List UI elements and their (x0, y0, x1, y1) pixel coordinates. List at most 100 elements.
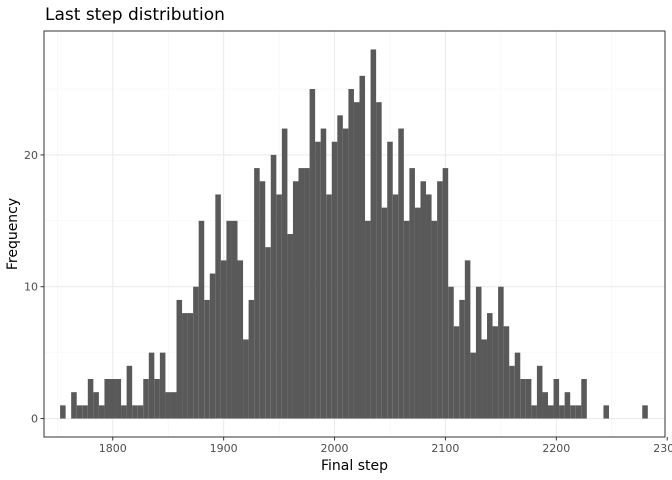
histogram-bar (359, 75, 366, 419)
histogram-bar (259, 181, 266, 419)
histogram-bar (126, 365, 133, 419)
x-tick-label: 1900 (210, 442, 238, 455)
histogram-bar (132, 405, 138, 419)
histogram-bar (603, 405, 609, 419)
histogram-bar (254, 168, 260, 419)
histogram-bar (231, 220, 238, 419)
histogram-bar (170, 392, 177, 419)
histogram-bar (220, 260, 227, 419)
histogram-bar (642, 405, 648, 419)
histogram-bar (365, 220, 371, 419)
histogram-bar (154, 379, 160, 419)
histogram-bar (287, 234, 293, 419)
histogram-bar (464, 260, 471, 419)
histogram-bar (270, 154, 277, 419)
histogram-bar (248, 299, 255, 419)
histogram-bar (165, 392, 171, 419)
histogram-bar (437, 181, 443, 419)
histogram-bar (481, 339, 488, 419)
histogram-bar (265, 247, 271, 419)
histogram-bar (353, 102, 360, 419)
histogram-bar (326, 194, 332, 419)
histogram-bar (509, 365, 515, 419)
histogram-bar (292, 181, 299, 419)
histogram-bar (193, 286, 199, 419)
x-axis-title: Final step (321, 458, 388, 474)
histogram-bar (82, 405, 88, 419)
histogram-bar (531, 405, 537, 419)
histogram-bar (143, 379, 149, 419)
histogram-bar (403, 220, 410, 419)
histogram-bar (525, 379, 532, 419)
histogram-bar (121, 405, 127, 419)
histogram-bar (243, 339, 249, 419)
histogram-bar (559, 405, 565, 419)
chart-title: Last step distribution (45, 5, 225, 25)
histogram-bar (392, 194, 399, 419)
histogram-bar (215, 194, 221, 419)
histogram-bar (331, 141, 338, 419)
histogram-bar (176, 299, 183, 419)
histogram-bar (570, 405, 576, 419)
histogram-bar (87, 379, 94, 419)
histogram-bar (281, 128, 288, 419)
histogram-bar (137, 405, 144, 419)
x-tick-label: 1800 (99, 442, 127, 455)
histogram-bar (304, 168, 310, 419)
histogram-bar (109, 379, 116, 419)
histogram-bar (575, 405, 582, 419)
histogram-bar (487, 313, 493, 419)
histogram-bar (453, 326, 460, 419)
y-axis-ticks: 0 10 20 (24, 149, 44, 426)
histogram-bar (237, 260, 244, 419)
histogram-bar (337, 115, 343, 419)
histogram-bar (159, 352, 166, 419)
histogram-bar (426, 194, 432, 419)
histogram-bar (187, 313, 194, 419)
histogram-bar (348, 89, 354, 419)
histogram-bar (76, 405, 83, 419)
histogram-bar (209, 273, 216, 419)
y-tick-label: 20 (24, 149, 38, 162)
histogram-bar (298, 168, 305, 419)
histogram-bar (492, 326, 499, 419)
histogram-bar (398, 128, 404, 419)
histogram-bar (115, 379, 122, 419)
histogram-bar (276, 194, 282, 419)
histogram-bar (520, 379, 526, 419)
histogram-bar (442, 168, 449, 419)
histogram-bar (309, 89, 316, 419)
histogram-bar (93, 392, 99, 419)
y-tick-label: 0 (31, 413, 38, 426)
histogram-bar (553, 379, 560, 419)
histogram-bar (98, 405, 105, 419)
histogram-bar (342, 128, 349, 419)
x-tick-label: 2000 (321, 442, 349, 455)
histogram-bar (376, 102, 382, 419)
histogram-bar (387, 141, 393, 419)
histogram-bar (409, 168, 415, 419)
bars (60, 49, 648, 419)
histogram-bar (148, 352, 155, 419)
histogram-bar (514, 352, 521, 419)
histogram-bar (548, 405, 554, 419)
histogram-bar (420, 181, 427, 419)
histogram-bar (542, 392, 549, 419)
histogram-bar (204, 299, 210, 419)
histogram-bar (581, 379, 587, 419)
y-axis-title: Frequency (5, 198, 21, 270)
histogram-bar (381, 207, 388, 419)
histogram-bar (182, 313, 188, 419)
histogram-bar (459, 299, 465, 419)
histogram-bar (71, 392, 77, 419)
histogram-bar (226, 220, 232, 419)
panel-border (43, 30, 666, 438)
histogram-bar (470, 352, 476, 419)
histogram-bar (448, 286, 454, 419)
histogram-bar (414, 207, 421, 419)
histogram-bar (498, 286, 504, 419)
histogram-bar (60, 405, 66, 419)
